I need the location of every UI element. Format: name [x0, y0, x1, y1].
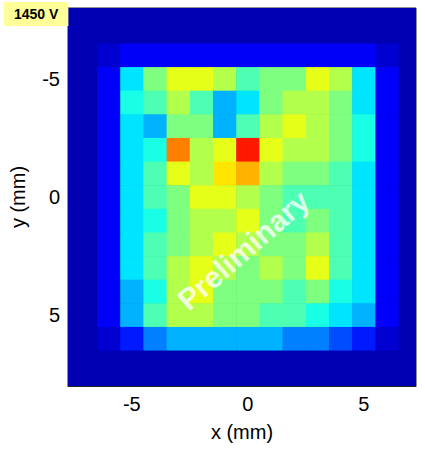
svg-text:-5: -5 — [123, 393, 141, 415]
svg-text:-5: -5 — [42, 68, 60, 90]
svg-text:Preliminary: Preliminary — [171, 184, 316, 317]
svg-text:0: 0 — [49, 186, 60, 208]
svg-text:5: 5 — [49, 304, 60, 326]
svg-text:1450 V: 1450 V — [14, 6, 59, 22]
svg-text:x (mm): x (mm) — [211, 421, 273, 443]
svg-text:y (mm): y (mm) — [7, 166, 29, 228]
svg-text:5: 5 — [358, 393, 369, 415]
svg-text:0: 0 — [242, 393, 253, 415]
